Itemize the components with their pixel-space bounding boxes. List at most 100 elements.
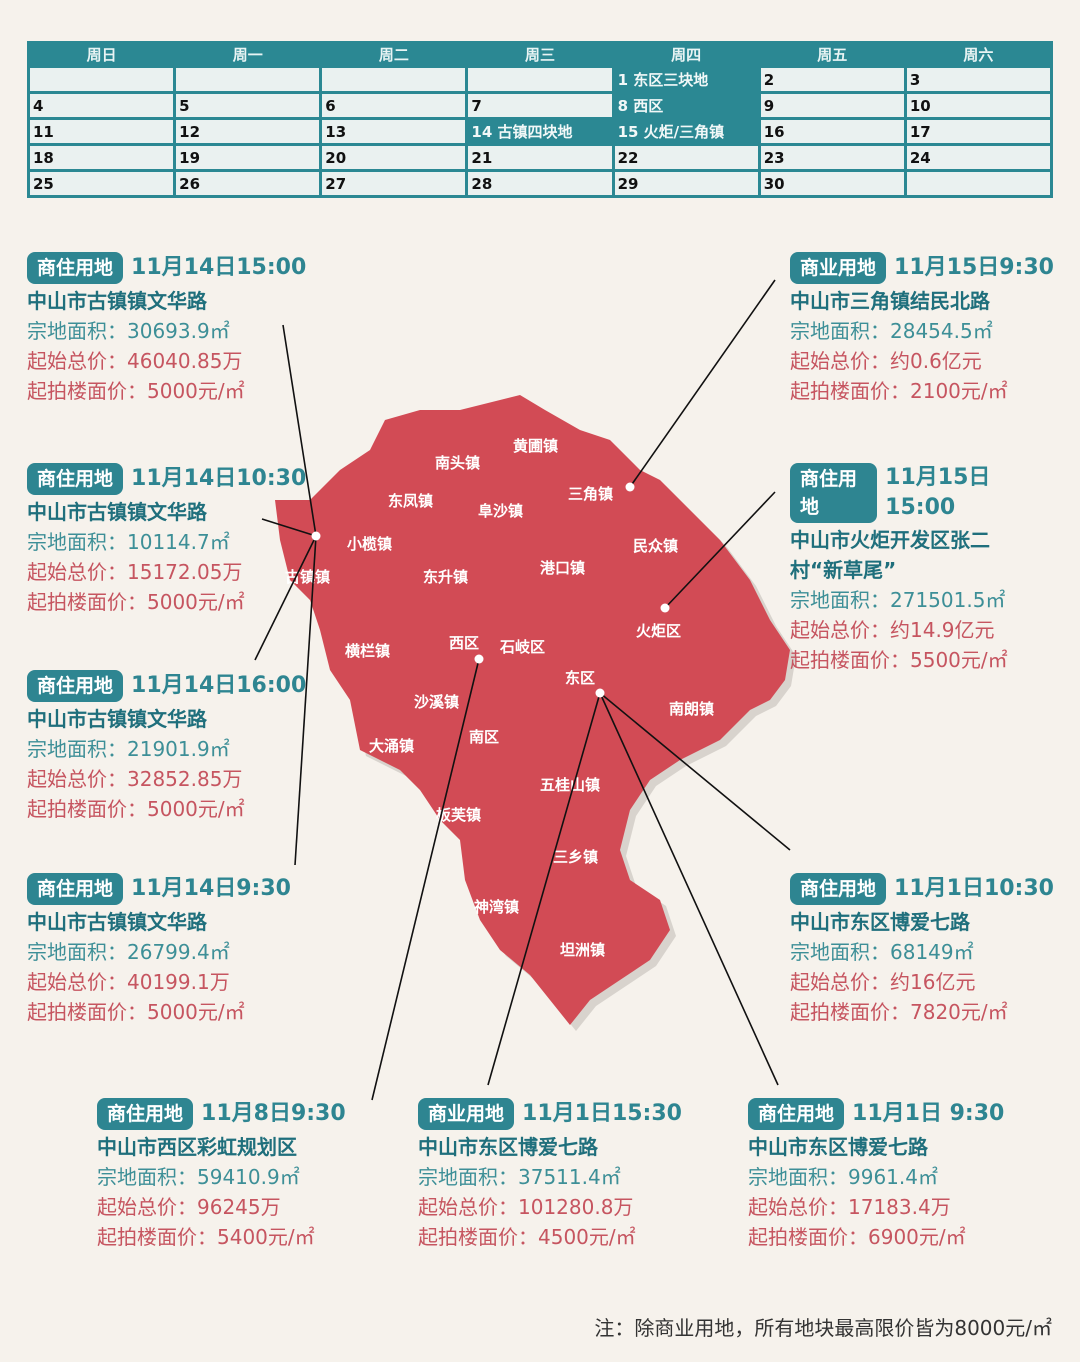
parcel-address: 中山市古镇镇文华路 xyxy=(27,500,207,524)
calendar-day: 12 xyxy=(176,120,320,143)
parcel-address: 中山市三角镇结民北路 xyxy=(790,289,990,313)
land-type-badge: 商住用地 xyxy=(27,670,124,702)
parcel-info: 商住用地 11月1日 9:30 中山市东区博爱七路 宗地面积：9961.4㎡ 起始… xyxy=(748,1098,1004,1252)
district-label: 火炬区 xyxy=(636,622,681,640)
parcel-info: 商住用地 11月1日10:30 中山市东区博爱七路 宗地面积：68149㎡ 起始总… xyxy=(790,873,1054,1027)
district-label: 西区 xyxy=(449,634,479,652)
district-label: 小榄镇 xyxy=(347,535,392,553)
parcel-address: 中山市火炬开发区张二村“新草尾” xyxy=(790,528,990,582)
calendar-day: 1 东区三块地 xyxy=(614,68,758,91)
calendar-day: 2 xyxy=(760,68,904,91)
district-label: 黄圃镇 xyxy=(513,437,558,455)
calendar-day xyxy=(30,68,174,91)
calendar-day: 26 xyxy=(176,172,320,195)
auction-time: 11月14日10:30 xyxy=(131,466,307,491)
district-label: 石岐区 xyxy=(499,638,545,656)
parcel-area: 宗地面积：9961.4㎡ xyxy=(748,1165,938,1189)
calendar-day: 6 xyxy=(322,94,466,117)
land-type-badge: 商住用地 xyxy=(27,873,124,905)
district-label: 东凤镇 xyxy=(388,492,433,510)
district-label: 东区 xyxy=(565,669,595,687)
land-type-badge: 商业用地 xyxy=(790,252,887,284)
leader-line xyxy=(261,518,317,537)
calendar-day: 5 xyxy=(176,94,320,117)
starting-total-price: 起始总价：约0.6亿元 xyxy=(790,349,982,373)
auction-time: 11月15日15:00 xyxy=(885,465,991,520)
parcel-info: 商住用地 11月14日16:00 中山市古镇镇文华路 宗地面积：21901.9㎡ … xyxy=(27,670,306,824)
parcel-area: 宗地面积：30693.9㎡ xyxy=(27,319,230,343)
auction-time: 11月1日10:30 xyxy=(894,876,1054,901)
parcel-info: 商住用地 11月14日10:30 中山市古镇镇文华路 宗地面积：10114.7㎡ … xyxy=(27,463,306,617)
starting-total-price: 起始总价：15172.05万 xyxy=(27,560,243,584)
auction-time: 11月14日15:00 xyxy=(131,255,307,280)
parcel-area: 宗地面积：26799.4㎡ xyxy=(27,940,230,964)
district-label: 横栏镇 xyxy=(345,642,390,660)
land-type-badge: 商业用地 xyxy=(418,1098,515,1130)
calendar-day: 30 xyxy=(760,172,904,195)
land-type-badge: 商住用地 xyxy=(790,463,878,523)
parcel-info: 商业用地 11月1日15:30 中山市东区博爱七路 宗地面积：37511.4㎡ 起… xyxy=(418,1098,682,1252)
footnote: 注：除商业用地，所有地块最高限价皆为8000元/㎡ xyxy=(594,1316,1052,1340)
parcel-area: 宗地面积：271501.5㎡ xyxy=(790,588,1006,612)
starting-total-price: 起始总价：96245万 xyxy=(97,1195,281,1219)
land-type-badge: 商住用地 xyxy=(27,463,124,495)
calendar-day: 24 xyxy=(906,146,1050,169)
calendar-day: 21 xyxy=(468,146,612,169)
weekday-header: 周二 xyxy=(378,46,409,64)
calendar-day: 13 xyxy=(322,120,466,143)
parcel-info: 商住用地 11月8日9:30 中山市西区彩虹规划区 宗地面积：59410.9㎡ 起… xyxy=(97,1098,346,1252)
starting-floor-price: 起拍楼面价：5000元/㎡ xyxy=(27,379,245,403)
starting-floor-price: 起拍楼面价：4500元/㎡ xyxy=(418,1225,636,1249)
parcel-area: 宗地面积：10114.7㎡ xyxy=(27,530,230,554)
leader-line xyxy=(599,692,791,851)
weekday-header: 周三 xyxy=(524,46,555,64)
parcel-area: 宗地面积：59410.9㎡ xyxy=(97,1165,300,1189)
weekday-header: 周一 xyxy=(232,46,263,64)
district-label: 南区 xyxy=(469,728,499,746)
district-label: 五桂山镇 xyxy=(540,776,600,794)
starting-floor-price: 起拍楼面价：2100元/㎡ xyxy=(790,379,1008,403)
parcel-area: 宗地面积：37511.4㎡ xyxy=(418,1165,621,1189)
district-label: 神湾镇 xyxy=(474,898,519,916)
district-label: 大涌镇 xyxy=(369,737,414,755)
starting-total-price: 起始总价：32852.85万 xyxy=(27,767,243,791)
calendar-day: 17 xyxy=(906,120,1050,143)
district-label: 南朗镇 xyxy=(669,700,714,718)
calendar-day xyxy=(468,68,612,91)
land-type-badge: 商住用地 xyxy=(790,873,887,905)
parcel-area: 宗地面积：28454.5㎡ xyxy=(790,319,993,343)
starting-floor-price: 起拍楼面价：5500元/㎡ xyxy=(790,648,1008,672)
parcel-address: 中山市东区博爱七路 xyxy=(790,910,970,934)
calendar-day: 7 xyxy=(468,94,612,117)
weekday-header: 周六 xyxy=(963,46,994,64)
parcel-address: 中山市东区博爱七路 xyxy=(748,1135,928,1159)
starting-floor-price: 起拍楼面价：6900元/㎡ xyxy=(748,1225,966,1249)
calendar-day: 14 古镇四块地 xyxy=(468,120,612,143)
parcel-address: 中山市东区博爱七路 xyxy=(418,1135,598,1159)
calendar-day: 19 xyxy=(176,146,320,169)
calendar-day: 8 西区 xyxy=(614,94,758,117)
calendar-day: 4 xyxy=(30,94,174,117)
weekday-header: 周四 xyxy=(671,46,702,64)
district-label: 沙溪镇 xyxy=(414,693,459,711)
district-label: 南头镇 xyxy=(435,454,480,472)
parcel-info: 商业用地 11月15日9:30 中山市三角镇结民北路 宗地面积：28454.5㎡ … xyxy=(790,252,1054,406)
starting-total-price: 起始总价：101280.8万 xyxy=(418,1195,634,1219)
district-label: 民众镇 xyxy=(633,537,678,555)
land-type-badge: 商住用地 xyxy=(97,1098,194,1130)
calendar-day: 16 xyxy=(760,120,904,143)
parcel-area: 宗地面积：68149㎡ xyxy=(790,940,974,964)
leader-line xyxy=(371,658,480,1101)
starting-total-price: 起始总价：17183.4万 xyxy=(748,1195,951,1219)
calendar-day: 29 xyxy=(614,172,758,195)
starting-floor-price: 起拍楼面价：5000元/㎡ xyxy=(27,797,245,821)
auction-time: 11月1日 9:30 xyxy=(852,1101,1005,1126)
calendar-day: 15 火炬/三角镇 xyxy=(614,120,758,143)
starting-total-price: 起始总价：40199.1万 xyxy=(27,970,230,994)
map-outline xyxy=(275,395,790,1025)
weekday-header: 周五 xyxy=(817,46,848,64)
calendar-day: 18 xyxy=(30,146,174,169)
auction-time: 11月8日9:30 xyxy=(201,1101,346,1126)
parcel-location-marker xyxy=(595,688,605,698)
